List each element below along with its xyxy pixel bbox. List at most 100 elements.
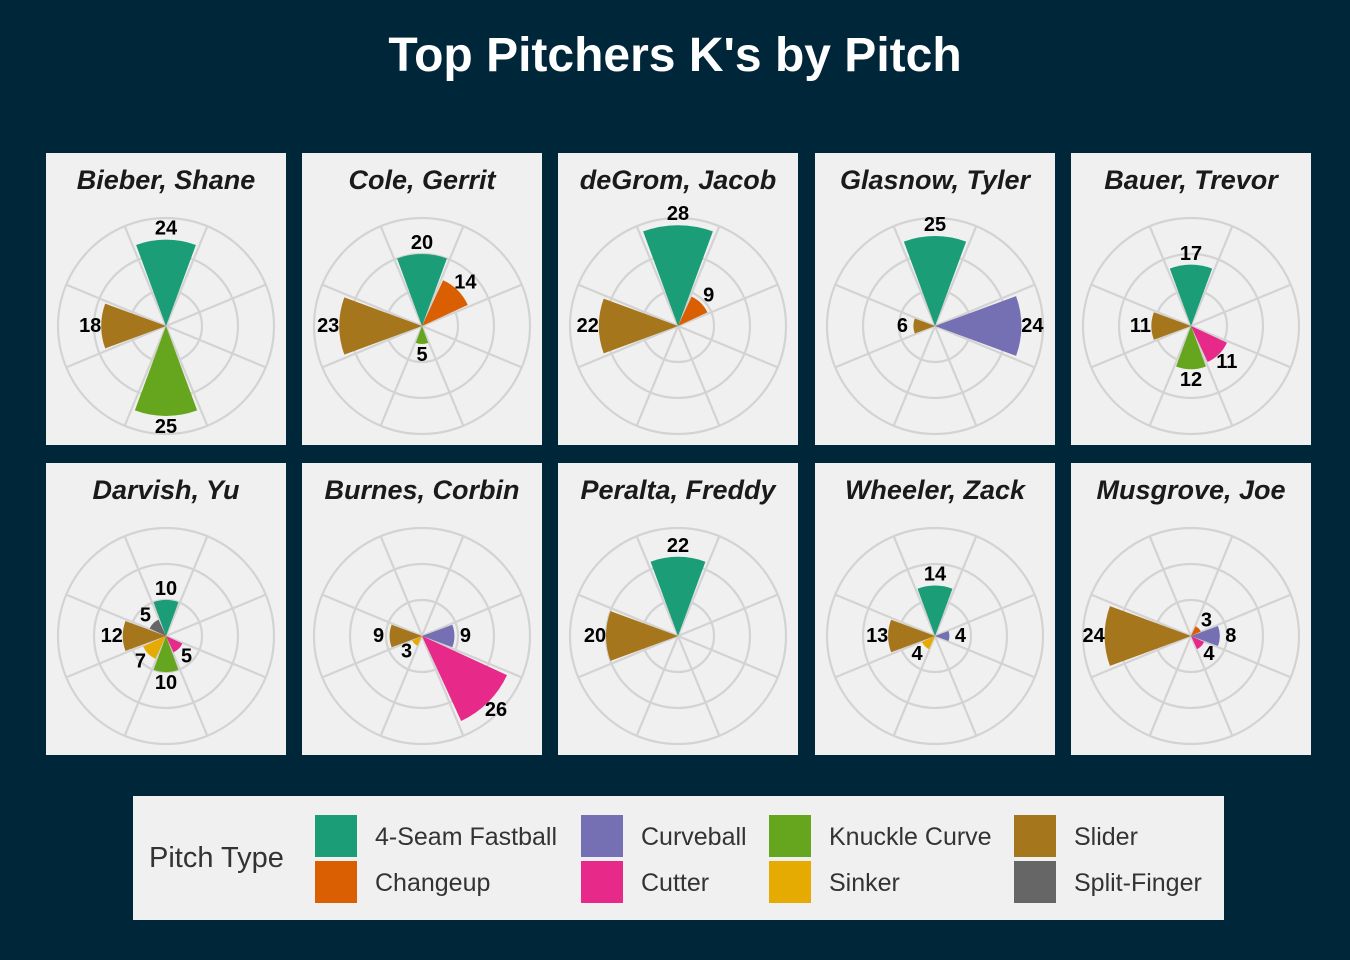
grid-circle: [1081, 216, 1301, 436]
panel-title: Musgrove, Joe: [1096, 475, 1286, 505]
wedge-cutter: [1191, 326, 1227, 362]
wedge-label-4-seam-fastball: 28: [667, 203, 689, 225]
wedge-sinker: [412, 636, 422, 646]
grid-spoke: [1189, 225, 1234, 327]
grid-spoke: [834, 593, 936, 638]
wedge-slider: [606, 611, 678, 661]
wedge-label-cutter: 11: [1216, 351, 1237, 373]
grid-spoke: [1148, 325, 1193, 427]
grid-spoke: [421, 283, 523, 328]
grid-spoke: [635, 535, 680, 637]
polar-plot: 17 11 12 11: [1081, 216, 1301, 436]
panel-title: Wheeler, Zack: [844, 475, 1026, 505]
wedge-cutter: [422, 636, 508, 722]
wedge-knuckle-curve: [1176, 326, 1206, 370]
polar-plot: 20 14 5 23: [312, 216, 532, 436]
grid-spoke: [577, 634, 679, 679]
polar-plot: 22 20: [568, 526, 788, 746]
grid-spoke: [379, 225, 424, 327]
grid-spoke: [420, 225, 465, 327]
wedge-label-slider: 11: [1130, 315, 1151, 337]
panel-cole-gerrit: Cole, Gerrit 20 14 5 23: [302, 153, 542, 445]
wedge-label-curveball: 24: [1021, 315, 1044, 337]
legend-swatch: [769, 861, 811, 903]
grid-spoke: [321, 593, 423, 638]
wedge-4-seam-fastball: [643, 225, 713, 326]
wedge-label-cutter: 5: [181, 646, 192, 668]
grid-spoke: [676, 225, 721, 327]
panel-degrom-jacob: deGrom, Jacob 28 9 22: [558, 153, 798, 445]
wedge-slider: [122, 621, 166, 651]
wedge-curveball: [935, 631, 950, 641]
wedge-label-sinker: 3: [401, 640, 412, 662]
wedge-label-4-seam-fastball: 24: [155, 218, 178, 240]
grid-spoke: [892, 635, 937, 737]
grid-spoke: [123, 535, 168, 637]
grid-spoke: [321, 634, 423, 679]
wedge-slider: [101, 303, 166, 349]
chart-title: Top Pitchers K's by Pitch: [388, 29, 962, 82]
grid-spoke: [577, 324, 679, 369]
grid-spoke: [1190, 634, 1292, 679]
grid-spoke: [164, 325, 209, 427]
polar-plot: 24 25 18: [56, 216, 276, 438]
grid-spoke: [1189, 535, 1234, 637]
wedge-label-slider: 24: [1082, 625, 1105, 647]
grid-spoke: [892, 535, 937, 637]
wedge-label-4-seam-fastball: 22: [667, 535, 689, 557]
panel-musgrove-joe: Musgrove, Joe 3 8 4 24: [1071, 463, 1311, 755]
grid-spoke: [1090, 283, 1192, 328]
panel-burnes-corbin: Burnes, Corbin 9 26 3 9: [302, 463, 542, 755]
wedge-knuckle-curve: [153, 636, 179, 672]
grid-spoke: [577, 283, 679, 328]
grid-spoke: [420, 325, 465, 427]
wedge-label-cutter: 4: [1203, 643, 1215, 665]
wedge-label-curveball: 4: [955, 625, 967, 647]
wedge-label-curveball: 8: [1225, 625, 1236, 647]
grid-circle: [56, 216, 276, 436]
panel-title: Bieber, Shane: [76, 165, 256, 195]
wedge-label-4-seam-fastball: 17: [1180, 243, 1202, 265]
wedge-label-4-seam-fastball: 10: [155, 578, 177, 600]
wedge-4-seam-fastball: [153, 600, 179, 636]
grid-spoke: [165, 593, 267, 638]
grid-spoke: [123, 635, 168, 737]
grid-spoke: [677, 593, 779, 638]
legend-label: 4-Seam Fastball: [375, 823, 558, 851]
grid-spoke: [1090, 634, 1192, 679]
panel-title: Darvish, Yu: [92, 475, 240, 505]
wedge-label-4-seam-fastball: 14: [924, 564, 947, 586]
legend-swatch: [769, 815, 811, 857]
wedge-slider: [389, 624, 422, 648]
polar-plot: 25 24 6: [825, 214, 1045, 436]
grid-spoke: [1189, 325, 1234, 427]
wedge-sinker: [921, 636, 935, 650]
wedge-label-sinker: 4: [911, 643, 923, 665]
grid-spoke: [123, 225, 168, 327]
grid-spoke: [635, 325, 680, 427]
polar-plot: 384 24: [1081, 526, 1301, 746]
grid-spoke: [635, 225, 680, 327]
grid-spoke: [834, 634, 936, 679]
grid-spoke: [420, 635, 465, 737]
wedge-slider: [1151, 312, 1191, 340]
grid-circle: [825, 216, 1045, 436]
panel-darvish-yu: Darvish, Yu 10 5 10 7 12 5: [46, 463, 286, 755]
grid-spoke: [1190, 593, 1292, 638]
panel-title: Burnes, Corbin: [324, 475, 520, 505]
wedge-changeup: [422, 280, 468, 326]
grid-circle: [56, 526, 276, 746]
grid-spoke: [834, 283, 936, 328]
grid-spoke: [165, 283, 267, 328]
wedge-label-slider: 13: [866, 625, 888, 647]
grid-circle: [568, 526, 788, 746]
legend: Pitch Type 4-Seam Fastball Changeup Curveb…: [133, 796, 1224, 920]
wedge-label-sinker: 7: [135, 651, 146, 673]
grid-spoke: [421, 324, 523, 369]
grid-spoke: [933, 635, 978, 737]
grid-spoke: [677, 634, 779, 679]
grid-spoke: [65, 634, 167, 679]
grid-spoke: [1148, 225, 1193, 327]
wedge-slider: [1104, 606, 1191, 666]
